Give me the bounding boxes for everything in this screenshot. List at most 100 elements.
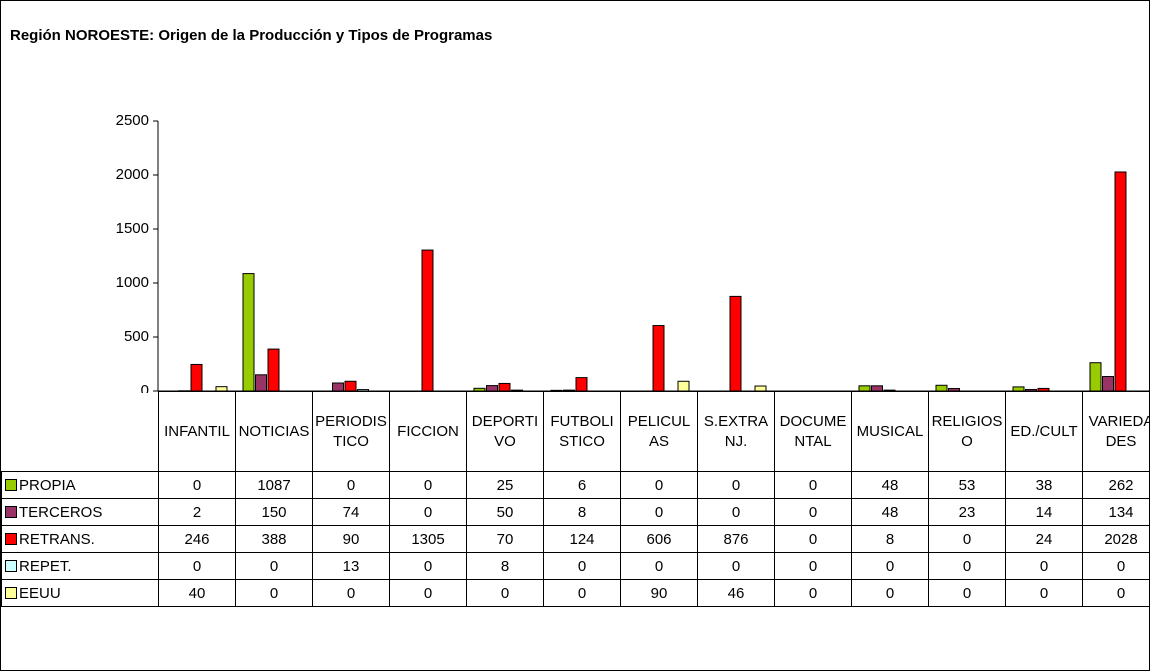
data-label: 0 [389,552,467,580]
data-label: 0 [928,552,1006,580]
x-tick-label: VARIEDADES [1082,391,1149,472]
x-tick-label: MUSICAL [851,391,929,472]
data-label: 124 [543,525,621,553]
legend-label: TERCEROS [19,503,103,521]
x-tick-label: PELICULAS [620,391,698,472]
data-label: 0 [774,525,852,553]
data-label: 0 [466,579,544,607]
legend-swatch [5,505,17,518]
data-label: 0 [389,471,467,499]
legend-swatch [5,478,17,491]
data-label: 23 [928,498,1006,526]
y-tick-label: 1500 [116,220,149,237]
y-tick-label: 500 [124,328,149,345]
data-label: 0 [1082,579,1149,607]
data-label: 8 [851,525,929,553]
x-tick-label: S.EXTRANJ. [697,391,775,472]
data-label: 0 [851,552,929,580]
data-label: 0 [697,471,775,499]
data-label: 8 [466,552,544,580]
plot-area: 0 500 1000 1500 2000 2500 [116,112,1149,393]
data-label: 876 [697,525,775,553]
bar [1089,362,1102,392]
x-tick-label: FICCION [389,391,467,472]
data-label: 0 [697,498,775,526]
data-label: 90 [620,579,698,607]
data-label: 0 [928,525,1006,553]
series-row: EEUU 40 0 0 0 0 0 90 46 0 0 0 0 0 [1,579,1149,607]
data-label: 606 [620,525,698,553]
legend-label: EEUU [19,584,61,602]
data-label: 70 [466,525,544,553]
legend-swatch [5,586,17,599]
data-label: 150 [235,498,313,526]
x-tick-label: DOCUMENTAL [774,391,852,472]
legend-label: PROPIA [19,476,76,494]
data-label: 134 [1082,498,1149,526]
legend-label: REPET. [19,557,72,575]
y-tick-label: 1000 [116,274,149,291]
y-tick-label: 2000 [116,166,149,183]
data-label: 0 [389,579,467,607]
data-label: 0 [697,552,775,580]
bar [344,380,357,392]
bar [242,273,255,392]
bar [1102,376,1114,392]
legend-entry: PROPIA [1,471,159,499]
data-label: 48 [851,471,929,499]
data-label: 0 [620,498,698,526]
data-label: 0 [620,552,698,580]
x-tick-label: DEPORTIVO [466,391,544,472]
series-row: RETRANS. 246 388 90 1305 70 124 606 876 0 8 0 24 2028 [1,525,1149,553]
data-label: 50 [466,498,544,526]
legend-swatch [5,532,17,545]
data-label: 0 [620,471,698,499]
x-tick-label: ED./CULT [1005,391,1083,472]
data-label: 8 [543,498,621,526]
data-label: 246 [158,525,236,553]
data-label: 74 [312,498,390,526]
data-label: 0 [774,471,852,499]
x-tick-label: RELIGIOSO [928,391,1006,472]
data-label: 0 [774,552,852,580]
data-label: 13 [312,552,390,580]
data-label: 0 [158,471,236,499]
data-label: 388 [235,525,313,553]
data-label: 0 [543,552,621,580]
legend-entry: RETRANS. [1,525,159,553]
data-label: 40 [158,579,236,607]
data-label: 53 [928,471,1006,499]
data-label: 0 [928,579,1006,607]
bar [267,348,280,392]
x-tick-label: INFANTIL [158,391,236,472]
data-label: 1305 [389,525,467,553]
data-label: 0 [774,498,852,526]
data-label: 48 [851,498,929,526]
x-tick-label: NOTICIAS [235,391,313,472]
legend-entry: EEUU [1,579,159,607]
bar [652,325,665,392]
data-label: 2 [158,498,236,526]
legend-entry: REPET. [1,552,159,580]
series-row: PROPIA 0 1087 0 0 25 6 0 0 0 48 53 38 262 [1,471,1149,499]
data-label: 46 [697,579,775,607]
bar [190,363,203,392]
data-label: 0 [235,552,313,580]
data-label: 0 [312,471,390,499]
x-tick-label: FUTBOLISTICO [543,391,621,472]
data-label: 0 [312,579,390,607]
bar [575,377,588,392]
data-label: 25 [466,471,544,499]
chart-title: Región NOROESTE: Origen de la Producción… [10,27,493,44]
data-label: 6 [543,471,621,499]
legend-entry: TERCEROS [1,498,159,526]
bar [421,249,434,392]
data-label: 0 [1005,579,1083,607]
data-label: 1087 [235,471,313,499]
corner [2,392,159,472]
data-label: 0 [543,579,621,607]
bar [498,382,511,392]
series-row: REPET. 0 0 13 0 8 0 0 0 0 0 0 0 0 [1,552,1149,580]
data-label: 90 [312,525,390,553]
